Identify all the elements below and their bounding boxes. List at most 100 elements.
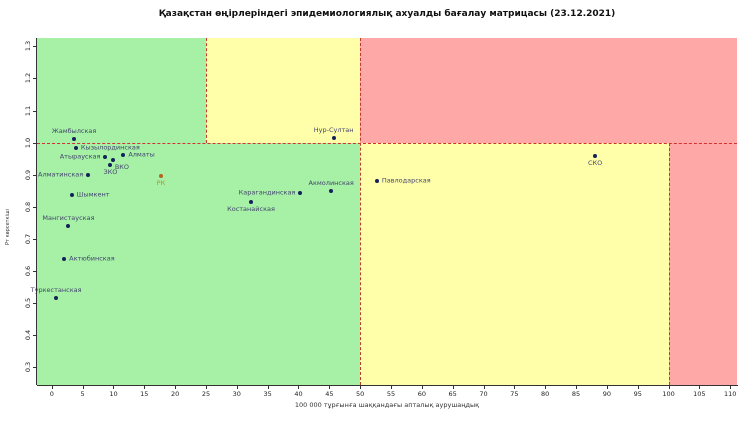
x-tick [51, 385, 53, 389]
point-label: Актюбинская [69, 254, 115, 263]
y-tick-label: 0.9 [24, 169, 32, 180]
y-tick [33, 110, 37, 112]
y-tick-label: 0.5 [24, 297, 32, 309]
point-label: Акмолинская [308, 178, 354, 187]
x-tick [205, 385, 207, 389]
point-label: ЗКО [103, 168, 118, 177]
plot-area: Жамбылская Кызылординская Атырауская Алматы… [31, 38, 737, 385]
threshold-line-horizontal [37, 142, 737, 144]
data-point [54, 296, 59, 301]
point-label: Шымкент [76, 190, 110, 199]
y-tick [33, 78, 37, 80]
x-tick [483, 385, 485, 389]
zone-red [668, 142, 737, 385]
data-point [66, 223, 71, 228]
x-tick-label: 30 [232, 390, 241, 398]
data-point [69, 192, 74, 197]
x-axis-line [37, 385, 738, 386]
x-tick-label: 5 [80, 390, 85, 398]
chart-title: Қазақстан өңірлеріндегі эпидемиологиялық… [158, 9, 616, 19]
data-point [121, 152, 126, 157]
zone-green [37, 142, 361, 385]
y-tick [33, 46, 37, 48]
zone-yellow [205, 38, 361, 143]
y-tick-label: 1.3 [24, 41, 32, 52]
data-point [158, 174, 163, 179]
data-point [249, 200, 253, 205]
y-tick-label: 1.1 [24, 105, 32, 116]
data-point [72, 137, 76, 142]
x-tick-label: 75 [510, 390, 519, 398]
data-point [62, 256, 67, 261]
point-label: Кызылординская [80, 143, 140, 152]
x-tick-label: 100 [662, 390, 675, 398]
x-tick [175, 385, 177, 389]
y-tick [33, 271, 37, 273]
point-label: Павлодарская [381, 176, 431, 185]
y-tick [33, 206, 37, 208]
x-tick-label: 95 [633, 390, 642, 398]
x-tick [576, 385, 578, 389]
point-label: Карагандинская [238, 188, 296, 197]
data-point [110, 158, 115, 163]
y-tick-label: 0.3 [24, 362, 32, 373]
data-point [331, 136, 336, 141]
point-label: Костанайская [227, 205, 275, 214]
x-tick [421, 385, 423, 389]
point-label: Атырауская [59, 152, 101, 161]
x-tick [144, 385, 146, 389]
x-tick [606, 385, 608, 389]
x-tick-label: 0 [49, 390, 54, 398]
threshold-line-vertical [668, 142, 670, 385]
x-tick-label: 10 [109, 390, 118, 398]
x-tick [545, 385, 547, 389]
point-label: Туркестанская [30, 286, 82, 295]
data-point [593, 153, 598, 158]
y-tick-label: 0.6 [24, 265, 32, 277]
x-tick-label: 60 [417, 390, 426, 398]
x-tick [267, 385, 269, 389]
y-tick-label: 0.4 [24, 330, 32, 341]
data-point [329, 188, 334, 193]
point-label: Алматы [128, 150, 155, 159]
x-tick-label: 85 [571, 390, 581, 398]
x-tick-label: 55 [386, 390, 396, 398]
point-label: Алматинская [38, 170, 84, 179]
data-point [108, 163, 113, 168]
x-tick-label: 15 [140, 390, 149, 398]
data-point [374, 178, 379, 183]
x-axis-label: 100 000 тұрғынға шаққандағы апталық ауру… [294, 401, 480, 409]
x-tick-label: 20 [171, 390, 180, 398]
x-tick [452, 385, 454, 389]
data-point [86, 173, 91, 178]
x-tick [298, 385, 300, 389]
x-tick [329, 385, 331, 389]
x-tick-label: 35 [263, 390, 272, 398]
x-tick [113, 385, 115, 389]
y-tick-label: 0.7 [24, 233, 32, 245]
zone-green [37, 38, 206, 143]
y-tick-label: 0.8 [24, 201, 32, 213]
x-tick-label: 45 [325, 390, 334, 398]
x-tick [360, 385, 362, 389]
y-tick-label: 1.0 [24, 137, 32, 148]
x-tick [730, 385, 732, 389]
y-tick-label: 1.2 [24, 73, 32, 84]
point-label: СКО [588, 158, 603, 167]
y-axis-label: Рт көрсеткіші [5, 209, 11, 245]
point-label: Жамбылская [51, 127, 97, 136]
y-tick [33, 174, 37, 176]
x-tick-label: 90 [602, 390, 611, 398]
x-tick-label: 25 [201, 390, 211, 398]
y-tick [33, 303, 37, 305]
y-axis-line [36, 38, 37, 385]
x-tick-label: 80 [541, 390, 550, 398]
data-point [103, 155, 108, 160]
point-label: РК [156, 179, 166, 188]
y-tick [33, 238, 37, 240]
x-tick [668, 385, 670, 389]
x-tick [637, 385, 639, 389]
x-tick-label: 70 [479, 390, 488, 398]
y-tick [33, 142, 37, 144]
